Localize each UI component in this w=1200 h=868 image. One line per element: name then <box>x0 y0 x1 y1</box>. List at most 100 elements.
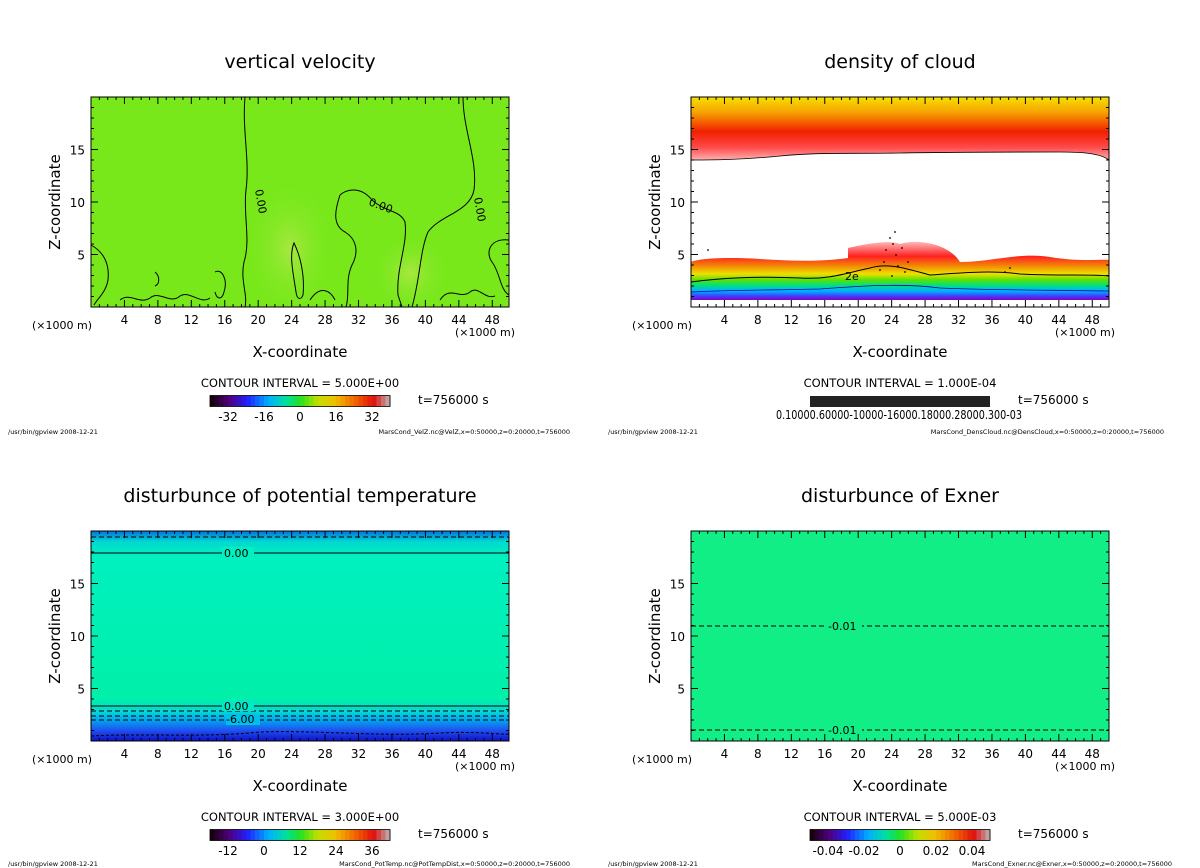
colorbar-tick-label: -0.02 <box>848 844 879 858</box>
colorbar-swatch <box>300 829 306 841</box>
x-tick-label: 8 <box>154 747 162 761</box>
colorbar-swatch <box>810 829 816 841</box>
colorbar-swatch <box>331 395 337 407</box>
colorbar-swatch <box>340 395 346 407</box>
colorbar-frame <box>209 395 391 407</box>
footer-right: MarsCond_PotTemp.nc@PotTempDist,x=0:5000… <box>339 860 570 868</box>
contour-labels: 0.00 0.00 -6.00 <box>222 547 260 726</box>
colorbar-swatch <box>349 395 355 407</box>
y-tick-label: 10 <box>70 196 85 210</box>
y-axis-label: Z-coordinate <box>46 588 64 683</box>
colorbar-swatch <box>273 829 279 841</box>
updraft-plume <box>245 165 335 305</box>
y-tick-label: 15 <box>70 144 85 158</box>
colorbar-swatch <box>259 395 265 407</box>
x-tick-label: 20 <box>851 313 866 327</box>
colorbar-swatch <box>219 829 225 841</box>
panel-vertical-velocity: 0.00 0.00 0.00 4 8 12 16 20 24 28 32 36 40 44 48510… <box>8 51 570 436</box>
colorbar-swatch <box>273 395 279 407</box>
y-tick-label: 15 <box>670 578 685 592</box>
colorbar-swatch <box>958 829 964 841</box>
temperature-field <box>91 531 509 741</box>
colorbar <box>810 396 990 407</box>
colorbar-swatch <box>954 829 960 841</box>
colorbar-swatch <box>264 395 270 407</box>
colorbar-swatch <box>927 829 933 841</box>
x-axis-label: X-coordinate <box>253 343 348 361</box>
x-tick-label: 24 <box>884 313 899 327</box>
colorbar-swatch <box>322 395 328 407</box>
colorbar-swatch <box>241 829 247 841</box>
colorbar-swatch <box>985 829 991 841</box>
colorbar-swatch <box>300 395 306 407</box>
colorbar-tick-label: 0 <box>260 844 268 858</box>
x-tick-label: 8 <box>154 313 162 327</box>
plot-area: -0.01 -0.01 <box>690 530 1110 742</box>
colorbar-swatch <box>327 395 333 407</box>
time-label: t=756000 s <box>1018 393 1089 407</box>
colorbar-swatch <box>309 395 315 407</box>
colorbar-swatch <box>385 395 391 407</box>
x-tick-label: 44 <box>1051 313 1066 327</box>
colorbar-tick-label: 0.04 <box>959 844 986 858</box>
colorbar-swatch <box>868 829 874 841</box>
colorbar-swatch <box>223 395 229 407</box>
footer-right: MarsCond_DensCloud.nc@DensCloud,x=0:5000… <box>931 428 1164 436</box>
x-tick-label: 28 <box>917 747 932 761</box>
x-tick-label: 16 <box>217 747 232 761</box>
x-tick-label: 12 <box>784 747 799 761</box>
colorbar-swatch <box>304 829 310 841</box>
colorbar-swatch <box>295 829 301 841</box>
contour-lines <box>90 536 510 737</box>
x-tick-label: 36 <box>384 747 399 761</box>
y-tick-label: 15 <box>670 144 685 158</box>
x-tick-label: 28 <box>317 747 332 761</box>
lower-cloud-layer <box>691 241 1109 300</box>
contour-label: 0.00 <box>224 547 249 560</box>
x-tick-label: 32 <box>951 747 966 761</box>
y-tick-label: 5 <box>77 683 85 697</box>
contour-label: 0.00 <box>252 188 269 214</box>
colorbar-swatch <box>819 829 825 841</box>
colorbar-swatch <box>282 395 288 407</box>
colorbar-swatch <box>814 829 820 841</box>
colorbar-swatch <box>372 395 378 407</box>
colorbar-swatch <box>282 829 288 841</box>
colorbar-swatch <box>846 829 852 841</box>
colorbar-swatch <box>931 829 937 841</box>
x-tick-label: 16 <box>217 313 232 327</box>
x-tick-label: 48 <box>1085 747 1100 761</box>
x-tick-label: 4 <box>121 747 129 761</box>
contour-label: 0.00 <box>471 196 488 222</box>
colorbar-swatch <box>385 829 391 841</box>
colorbar-swatch <box>945 829 951 841</box>
colorbar-swatch <box>367 395 373 407</box>
contour-label: -0.01 <box>828 724 856 737</box>
colorbar-swatch <box>922 829 928 841</box>
colorbar-swatch <box>354 395 360 407</box>
colorbar-swatch <box>864 829 870 841</box>
y-tick-label: 5 <box>77 249 85 263</box>
x-tick-label: 40 <box>1018 747 1033 761</box>
colorbar-swatch <box>219 395 225 407</box>
x-tick-label: 24 <box>284 747 299 761</box>
y-axis-label: Z-coordinate <box>646 588 664 683</box>
y-tick-label: 10 <box>670 630 685 644</box>
y-tick-label: 5 <box>677 683 685 697</box>
colorbar-swatch <box>376 829 382 841</box>
colorbar-swatch <box>855 829 861 841</box>
contour-label: 0.00 <box>224 700 249 713</box>
x-tick-label: 40 <box>418 313 433 327</box>
colorbar-swatch <box>210 829 216 841</box>
colorbar-swatch <box>304 395 310 407</box>
colorbar-swatch <box>940 829 946 841</box>
x-tick-label: 32 <box>951 313 966 327</box>
y-tick-label: 10 <box>70 630 85 644</box>
panel-title: vertical velocity <box>224 51 375 73</box>
x-tick-label: 48 <box>485 747 500 761</box>
colorbar-swatch <box>309 829 315 841</box>
colorbar-swatch <box>223 829 229 841</box>
